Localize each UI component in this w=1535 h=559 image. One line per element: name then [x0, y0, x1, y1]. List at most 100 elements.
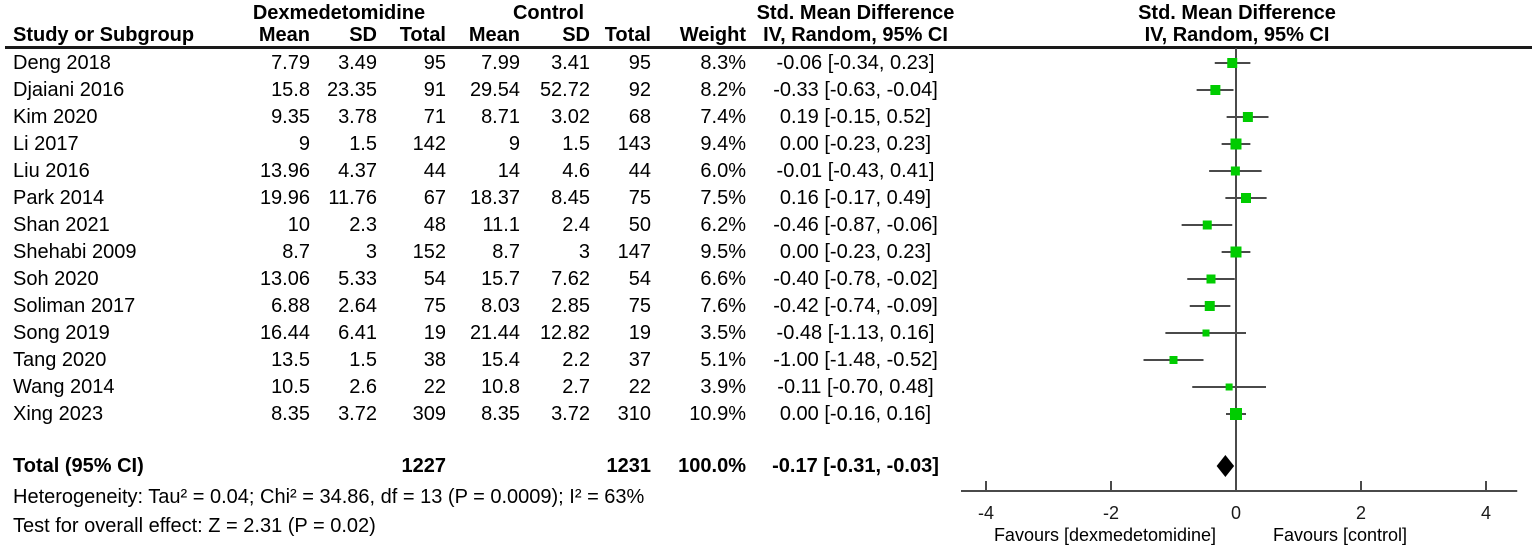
sd-dex: 3.72 [338, 402, 377, 425]
sd-dex: 3.49 [338, 51, 377, 74]
total-dex: 44 [423, 159, 446, 182]
mean-dex: 8.35 [271, 402, 310, 425]
weight: 6.2% [700, 213, 746, 236]
smd-ci: -0.46 [-0.87, -0.06] [773, 213, 938, 236]
total-n-ctrl: 1231 [606, 454, 652, 477]
total-ctrl: 37 [628, 348, 651, 371]
sd-ctrl: 2.85 [551, 294, 590, 317]
table-row: Deng 2018 7.79 3.49 95 7.99 3.41 95 8.3% -0.06 [… [0, 50, 1535, 77]
mean-dex: 7.79 [271, 51, 310, 74]
mean-ctrl: 8.7 [492, 240, 520, 263]
total-weight: 100.0% [678, 454, 746, 477]
mean-dex: 13.06 [259, 267, 310, 290]
total-dex: 95 [423, 51, 446, 74]
tick-label: 2 [1356, 503, 1366, 523]
smd-ci: 0.00 [-0.16, 0.16] [779, 402, 932, 425]
mean-ctrl: 11.1 [482, 213, 520, 236]
col-mean-dex: Mean [258, 24, 310, 46]
study-name: Kim 2020 [13, 105, 98, 128]
table-row: Tang 2020 13.5 1.5 38 15.4 2.2 37 5.1% -1.00 [-1… [0, 347, 1535, 374]
weight: 7.6% [700, 294, 746, 317]
mean-ctrl: 8.35 [481, 402, 520, 425]
group1-header: Dexmedetomidine [252, 2, 426, 24]
sd-ctrl: 3.02 [551, 105, 590, 128]
total-ctrl: 147 [617, 240, 651, 263]
mean-ctrl: 14 [497, 159, 520, 182]
sd-dex: 6.41 [338, 321, 377, 344]
total-dex: 19 [423, 321, 446, 344]
group2-header: Control [512, 2, 585, 24]
total-dex: 38 [423, 348, 446, 371]
smd-ci: -1.00 [-1.48, -0.52] [773, 348, 938, 371]
sd-ctrl: 3.41 [551, 51, 590, 74]
smd-ci: -0.40 [-0.78, -0.02] [773, 267, 938, 290]
favours-left-label: Favours [dexmedetomidine] [993, 525, 1217, 545]
weight: 10.9% [689, 402, 746, 425]
sd-dex: 1.5 [349, 348, 377, 371]
sd-ctrl: 12.82 [539, 321, 590, 344]
col-total-dex: Total [399, 24, 446, 46]
mean-ctrl: 15.4 [481, 348, 520, 371]
mean-dex: 10.5 [271, 375, 310, 398]
total-ctrl: 310 [617, 402, 651, 425]
study-table: Deng 2018 7.79 3.49 95 7.99 3.41 95 8.3% -0.06 [… [0, 50, 1535, 428]
weight: 7.4% [700, 105, 746, 128]
weight: 3.9% [700, 375, 746, 398]
tick-label: -2 [1103, 503, 1119, 523]
smd-ci: 0.19 [-0.15, 0.52] [779, 105, 932, 128]
sd-dex: 11.76 [328, 186, 377, 209]
total-ctrl: 68 [628, 105, 651, 128]
total-dex: 22 [423, 375, 446, 398]
smd-ci: -0.33 [-0.63, -0.04] [773, 78, 938, 101]
sd-dex: 2.3 [349, 213, 377, 236]
col-total-ctrl: Total [604, 24, 651, 46]
col-mean-ctrl: Mean [468, 24, 520, 46]
col-method-left: IV, Random, 95% CI [763, 24, 948, 46]
sd-ctrl: 8.45 [551, 186, 590, 209]
col-sd-ctrl: SD [562, 24, 590, 46]
mean-dex: 19.96 [259, 186, 310, 209]
tick-label: 0 [1231, 503, 1241, 523]
sd-dex: 1.5 [349, 132, 377, 155]
mean-ctrl: 21.44 [469, 321, 520, 344]
total-dex: 142 [412, 132, 446, 155]
sd-ctrl: 2.2 [562, 348, 590, 371]
weight: 6.0% [700, 159, 746, 182]
mean-ctrl: 8.03 [481, 294, 520, 317]
study-name: Soliman 2017 [13, 294, 136, 317]
smd-ci: -0.11 [-0.70, 0.48] [777, 375, 934, 398]
total-ctrl: 75 [628, 186, 651, 209]
mean-dex: 9 [298, 132, 310, 155]
smd-ci: 0.00 [-0.23, 0.23] [779, 132, 932, 155]
sd-ctrl: 3.72 [551, 402, 590, 425]
weight: 5.1% [700, 348, 746, 371]
effect-header-left: Std. Mean Difference [756, 2, 955, 24]
mean-ctrl: 9 [508, 132, 520, 155]
smd-ci: -0.48 [-1.13, 0.16] [776, 321, 935, 344]
weight: 6.6% [700, 267, 746, 290]
total-dex: 71 [423, 105, 446, 128]
total-label: Total (95% CI) [13, 454, 144, 477]
study-name: Soh 2020 [13, 267, 99, 290]
table-row: Kim 2020 9.35 3.78 71 8.71 3.02 68 7.4% 0.19 [-0… [0, 104, 1535, 131]
col-weight: Weight [679, 24, 746, 46]
study-name: Shehabi 2009 [13, 240, 137, 263]
sd-ctrl: 1.5 [562, 132, 590, 155]
table-row: Shan 2021 10 2.3 48 11.1 2.4 50 6.2% -0.46 [-0.8… [0, 212, 1535, 239]
sd-ctrl: 2.4 [562, 213, 590, 236]
total-dex: 67 [423, 186, 446, 209]
total-ctrl: 54 [628, 267, 651, 290]
smd-ci: -0.06 [-0.34, 0.23] [776, 51, 935, 74]
smd-ci: 0.00 [-0.23, 0.23] [779, 240, 932, 263]
smd-ci: 0.16 [-0.17, 0.49] [779, 186, 932, 209]
sd-dex: 3 [365, 240, 377, 263]
mean-ctrl: 8.71 [481, 105, 520, 128]
heterogeneity-stats: Heterogeneity: Tau² = 0.04; Chi² = 34.86… [13, 486, 645, 508]
total-smd-ci: -0.17 [-0.31, -0.03] [772, 454, 939, 477]
sd-ctrl: 4.6 [562, 159, 590, 182]
mean-ctrl: 18.37 [469, 186, 520, 209]
sd-ctrl: 2.7 [562, 375, 590, 398]
table-row: Xing 2023 8.35 3.72 309 8.35 3.72 310 10.9% 0.00… [0, 401, 1535, 428]
study-name: Tang 2020 [13, 348, 107, 371]
weight: 9.5% [700, 240, 746, 263]
